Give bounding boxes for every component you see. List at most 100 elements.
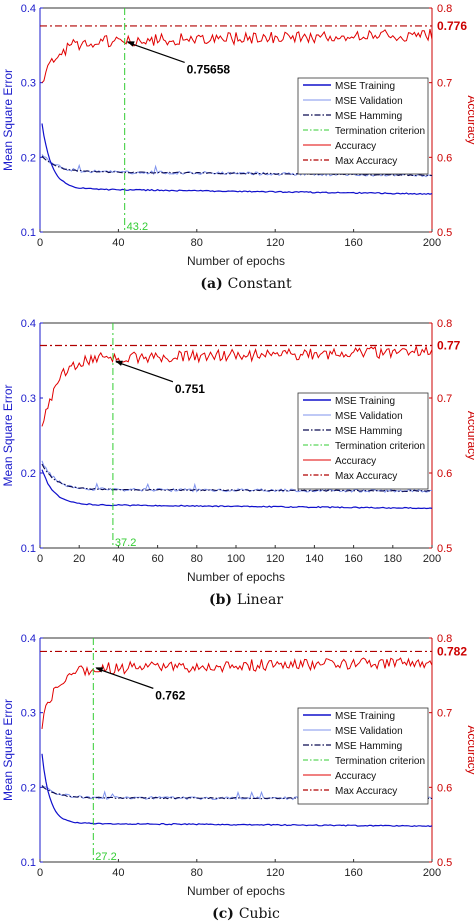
legend-entry-label: Accuracy	[335, 141, 376, 152]
right-y-tick-label: 0.8	[437, 633, 452, 645]
right-y-tick-label: 0.6	[437, 152, 452, 164]
left-y-tick-label: 0.3	[21, 393, 36, 405]
annotation-arrow-head	[95, 667, 104, 673]
accuracy-line	[41, 345, 433, 427]
x-tick-label: 0	[37, 867, 43, 879]
legend-entry-label: MSE Training	[335, 81, 395, 92]
x-tick-label: 80	[191, 553, 203, 565]
left-y-tick-label: 0.3	[21, 78, 36, 90]
termination-epoch-label: 43.2	[127, 221, 148, 233]
right-y-tick-label: 0.7	[437, 393, 452, 405]
termination-epoch-label: 27.2	[95, 851, 116, 863]
legend-entry-label: MSE Validation	[335, 96, 403, 107]
left-y-tick-label: 0.2	[21, 468, 36, 480]
left-y-tick-label: 0.4	[21, 633, 36, 645]
accuracy-line	[41, 29, 433, 84]
termination-epoch-label: 37.2	[115, 537, 136, 549]
legend-entry-label: Max Accuracy	[335, 471, 397, 482]
x-tick-label: 100	[227, 553, 245, 565]
mse-training-line	[41, 123, 433, 195]
annotation-arrow-line	[115, 361, 174, 383]
legend-entry-label: MSE Hamming	[335, 111, 402, 122]
legend-entry-label: Accuracy	[335, 456, 376, 467]
mse-validation-line	[41, 460, 433, 493]
annotation-arrow-line	[127, 41, 185, 63]
x-tick-label: 120	[266, 867, 284, 879]
x-tick-label: 180	[384, 553, 402, 565]
right-y-tick-label: 0.6	[437, 782, 452, 794]
right-y-axis-label: Accuracy	[465, 411, 474, 460]
max-accuracy-value-label: 0.77	[437, 339, 461, 353]
chart-panel-1: 0 40 80 120 160 200 0.1 0.2 0.3 0.4 0.5 0.6 0.7 0.8 Nu…	[1, 3, 474, 292]
legend-entry-label: MSE Hamming	[335, 741, 402, 752]
legend-entry-label: Termination criterion	[335, 756, 425, 767]
left-y-tick-label: 0.1	[21, 543, 36, 555]
figure-caption: (b) Linear	[209, 592, 283, 608]
left-y-axis-label: Mean Square Error	[1, 384, 15, 486]
legend-entry-label: Accuracy	[335, 771, 376, 782]
right-y-tick-label: 0.7	[437, 708, 452, 720]
max-accuracy-value-label: 0.782	[437, 644, 467, 658]
x-tick-label: 0	[37, 237, 43, 249]
x-tick-label: 120	[266, 553, 284, 565]
right-y-tick-label: 0.8	[437, 318, 452, 330]
legend-entry-label: MSE Hamming	[335, 426, 402, 437]
legend-box	[297, 707, 429, 805]
caption-letter: (b)	[209, 592, 237, 608]
accuracy-line	[41, 657, 433, 729]
left-y-tick-label: 0.4	[21, 318, 36, 330]
legend-entry-label: Max Accuracy	[335, 786, 397, 797]
mse-training-line	[41, 469, 433, 510]
right-y-axis-label: Accuracy	[465, 95, 474, 144]
left-y-tick-label: 0.1	[21, 857, 36, 869]
x-tick-label: 40	[112, 867, 124, 879]
figure-caption: (a) Constant	[200, 276, 292, 292]
figure-caption: (c) Cubic	[212, 906, 280, 922]
right-y-tick-label: 0.5	[437, 543, 452, 555]
annotation-value-label: 0.751	[175, 382, 205, 396]
x-tick-label: 80	[191, 237, 203, 249]
right-y-tick-label: 0.5	[437, 227, 452, 239]
x-tick-label: 200	[423, 867, 441, 879]
legend-entry-label: Termination criterion	[335, 126, 425, 137]
caption-text: Linear	[237, 592, 283, 608]
right-y-tick-label: 0.6	[437, 468, 452, 480]
left-y-tick-label: 0.4	[21, 3, 36, 15]
max-accuracy-value-label: 0.776	[437, 19, 467, 33]
legend-entry-label: MSE Validation	[335, 411, 403, 422]
annotation-arrow-head	[114, 360, 123, 366]
x-axis-label: Number of epochs	[187, 254, 285, 268]
x-tick-label: 160	[344, 867, 362, 879]
x-tick-label: 160	[344, 553, 362, 565]
x-tick-label: 200	[423, 237, 441, 249]
annotation-value-label: 0.75658	[187, 62, 231, 76]
x-tick-label: 80	[191, 867, 203, 879]
chart-panel-2: 0 20 40 60 80 100 120 140 160 180 200 0.1 0.2 0.3 0.4 0…	[1, 318, 474, 608]
x-tick-label: 120	[266, 237, 284, 249]
x-axis-label: Number of epochs	[187, 570, 285, 584]
x-tick-label: 60	[151, 553, 163, 565]
left-y-tick-label: 0.2	[21, 782, 36, 794]
chart-panel-3: 0 40 80 120 160 200 0.1 0.2 0.3 0.4 0.5 0.6 0.7 0.8 Nu…	[1, 633, 474, 922]
annotation-arrow-line	[96, 667, 154, 689]
mse-hamming-line	[41, 155, 433, 177]
legend-entry-label: MSE Training	[335, 396, 395, 407]
annotation-arrow-head	[126, 41, 135, 47]
annotation-value-label: 0.762	[155, 688, 185, 702]
legend-box	[297, 392, 429, 490]
left-y-tick-label: 0.2	[21, 152, 36, 164]
x-axis-label: Number of epochs	[187, 884, 285, 898]
x-tick-label: 200	[423, 553, 441, 565]
left-y-axis-label: Mean Square Error	[1, 699, 15, 801]
right-y-tick-label: 0.8	[437, 3, 452, 15]
legend-entry-label: Max Accuracy	[335, 156, 397, 167]
mse-training-line	[41, 753, 433, 828]
x-tick-label: 20	[73, 553, 85, 565]
mse-hamming-line	[41, 463, 433, 493]
x-tick-label: 140	[305, 553, 323, 565]
caption-text: Constant	[228, 276, 292, 292]
right-y-tick-label: 0.7	[437, 78, 452, 90]
x-tick-label: 40	[112, 553, 124, 565]
